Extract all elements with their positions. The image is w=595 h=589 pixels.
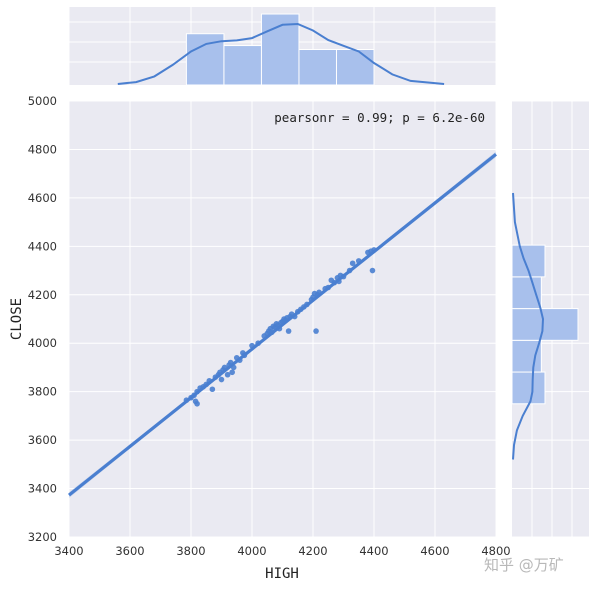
scatter-point <box>269 329 275 336</box>
x-tick-label: 4400 <box>359 544 388 558</box>
right-marginal-panel <box>511 100 589 538</box>
x-tick-labels: 3400 3600 3800 4000 4200 4400 4600 4800 <box>54 544 510 558</box>
y-tick-label: 3600 <box>28 433 57 447</box>
scatter-point <box>313 328 319 334</box>
y-tick-label: 3200 <box>28 530 57 544</box>
scatter-point <box>355 258 362 264</box>
scatter-point <box>349 260 356 267</box>
top-histogram-bar <box>335 49 375 86</box>
scatter-point <box>194 400 200 407</box>
scatter-point <box>371 247 377 253</box>
y-tick-label: 4600 <box>28 191 57 205</box>
x-tick-label: 3600 <box>115 544 144 558</box>
main-joint-panel: pearsonr = 0.99; p = 6.2e-60 <box>68 100 497 538</box>
scatter-point <box>227 359 234 366</box>
y-tick-labels: 3200 3400 3600 3800 4000 4200 4400 4600 4800 5000 <box>28 94 57 544</box>
scatter-point <box>336 278 342 285</box>
scatter-point <box>255 340 261 347</box>
scatter-point <box>285 328 292 334</box>
scatter-point <box>331 279 338 286</box>
scatter-point <box>209 386 216 393</box>
scatter-point <box>241 352 248 359</box>
scatter-point <box>304 301 310 308</box>
scatter-point <box>224 371 231 378</box>
x-tick-label: 4600 <box>420 544 449 558</box>
top-histogram-bar <box>223 45 262 86</box>
right-histogram-bar <box>511 308 579 341</box>
y-tick-label: 4000 <box>28 336 57 350</box>
top-marginal-panel <box>68 7 497 86</box>
y-tick-label: 4800 <box>28 142 57 156</box>
right-kde-curve <box>512 192 545 460</box>
x-tick-label: 4200 <box>298 544 327 558</box>
watermark: 知乎 @万矿 <box>484 556 564 574</box>
scatter-point <box>276 325 283 332</box>
y-axis-label: CLOSE <box>9 298 25 340</box>
scatter-point <box>206 377 213 384</box>
right-histogram-bar <box>511 339 542 373</box>
scatter-point <box>183 397 190 403</box>
x-axis-label: HIGH <box>265 566 299 582</box>
y-tick-label: 3800 <box>28 385 57 399</box>
scatter-point <box>340 273 347 280</box>
x-tick-label: 4000 <box>237 544 266 558</box>
scatter-point <box>325 284 332 291</box>
top-histogram-bar <box>298 49 337 86</box>
scatter-point <box>249 342 255 349</box>
scatter-point <box>229 369 235 376</box>
scatter-point <box>369 267 376 274</box>
right-histogram-bar <box>511 371 546 405</box>
x-tick-label: 4800 <box>481 544 510 558</box>
y-tick-label: 5000 <box>28 94 57 108</box>
y-tick-label: 4200 <box>28 288 57 302</box>
x-tick-label: 3400 <box>54 544 83 558</box>
scatter-point <box>291 313 298 320</box>
y-tick-label: 3400 <box>28 482 57 496</box>
scatter-point <box>221 364 228 371</box>
scatter-point <box>218 376 225 383</box>
y-tick-label: 4400 <box>28 239 57 253</box>
scatter-point <box>237 357 243 363</box>
right-histogram-bar <box>511 276 542 310</box>
top-kde-curve <box>117 22 445 85</box>
scatter-point <box>230 364 237 371</box>
pearson-annotation: pearsonr = 0.99; p = 6.2e-60 <box>274 110 485 125</box>
scatter-point <box>346 267 353 274</box>
x-tick-label: 3800 <box>176 544 205 558</box>
right-histogram-bar <box>511 244 546 278</box>
scatter-point <box>316 289 322 296</box>
